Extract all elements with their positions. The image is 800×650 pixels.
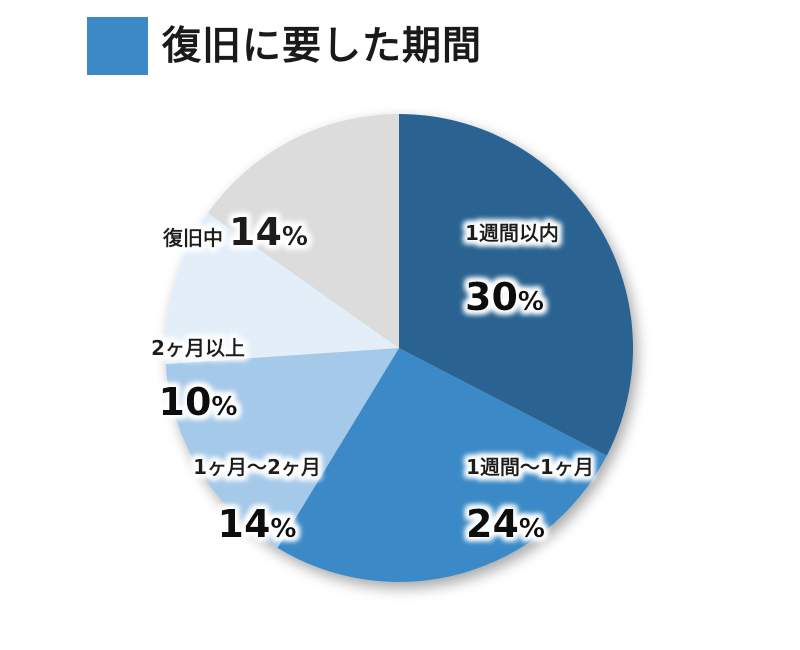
slice-unit-1: % bbox=[518, 287, 544, 317]
title-swatch bbox=[87, 17, 148, 75]
slice-name-4: 2ヶ月以上 bbox=[151, 336, 245, 360]
pie-slice-2 bbox=[277, 348, 607, 582]
slice-unit-3: % bbox=[270, 514, 296, 544]
slice-name-5: 復旧中 bbox=[162, 226, 223, 250]
pie-slice-5 bbox=[207, 114, 399, 348]
pie-slice-4 bbox=[165, 213, 399, 364]
slice-unit-2: % bbox=[519, 514, 545, 544]
slice-name-2: 1週間〜1ヶ月 bbox=[466, 455, 594, 479]
slice-name-3: 1ヶ月〜2ヶ月 bbox=[193, 455, 321, 479]
slice-unit-4: % bbox=[211, 392, 237, 422]
pie-slice-1 bbox=[399, 114, 634, 456]
pie-slice-3 bbox=[165, 348, 399, 548]
slice-value-1: 30% bbox=[465, 275, 544, 319]
slice-label-5: 復旧中 14% bbox=[162, 210, 308, 254]
slice-value-5: 14 bbox=[229, 210, 282, 254]
slice-value-3: 14% bbox=[218, 502, 297, 546]
chart-title: 復旧に要した期間 bbox=[162, 24, 483, 69]
slice-value-4: 10% bbox=[159, 380, 238, 424]
slice-unit-5: % bbox=[282, 222, 308, 252]
slice-name-1: 1週間以内 bbox=[465, 221, 559, 245]
slice-value-2: 24% bbox=[466, 502, 545, 546]
